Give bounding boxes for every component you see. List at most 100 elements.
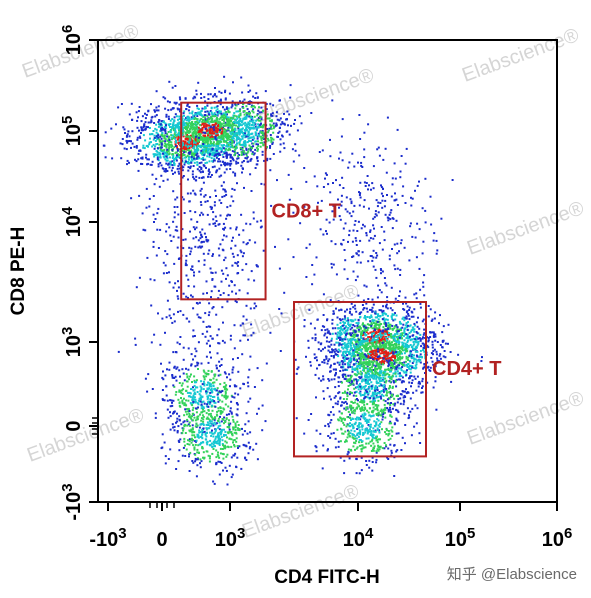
event-dot [377,334,380,336]
event-dot [177,127,180,130]
event-dot [275,115,278,118]
event-dot [407,344,410,347]
event-dot [179,98,182,101]
event-dot [182,292,185,295]
event-dot [196,220,199,223]
event-dot [236,152,239,155]
event-dot [198,156,200,159]
event-dot [215,195,217,197]
event-dot [208,168,210,171]
event-dot [181,368,184,371]
event-dot [202,150,205,153]
event-dot [155,135,158,138]
event-dot [204,432,207,435]
event-dot [206,450,209,453]
event-dot [244,145,247,148]
event-dot [358,376,361,379]
event-dot [222,112,225,115]
event-dot [218,254,221,257]
event-dot [314,333,317,336]
event-dot [232,81,234,84]
event-dot [146,256,149,259]
event-dot [197,444,200,447]
event-dot [240,135,243,138]
event-dot [227,116,230,119]
event-dot [201,383,204,386]
event-dot [372,303,375,306]
event-dot [187,439,189,442]
event-dot [197,155,200,158]
event-dot [343,327,346,330]
event-dot [196,448,199,451]
event-dot [194,193,197,196]
event-dot [223,381,226,384]
event-dot [214,149,217,152]
event-dot [159,228,162,231]
event-dot [208,122,211,125]
event-dot [227,133,229,136]
event-dot [256,412,258,415]
event-dot [203,384,206,387]
event-dot [416,344,419,347]
event-dot [176,146,179,149]
event-dot [208,153,211,156]
event-dot [237,130,240,133]
event-dot [209,141,212,143]
event-dot [203,410,206,413]
event-dot [222,122,225,125]
event-dot [352,383,355,386]
event-dot [334,352,337,355]
event-dot [203,119,205,121]
event-dot [344,330,347,332]
event-dot [227,136,230,139]
watermark: Elabscience® [254,64,377,127]
event-dot [197,246,200,249]
event-dot [207,387,210,390]
event-dot [272,131,275,134]
event-dot [195,422,198,425]
event-dot [423,344,426,347]
event-dot [408,309,411,311]
event-dot [204,106,207,108]
event-dot [206,200,209,203]
event-dot [194,211,197,214]
event-dot [168,147,170,150]
event-dot [419,349,422,352]
event-dot [173,164,176,167]
event-dot [210,416,213,419]
event-dot [223,447,226,450]
event-dot [185,373,188,376]
event-dot [237,103,240,106]
event-dot [372,320,375,323]
event-dot [194,355,197,358]
event-dot [196,126,198,128]
event-dot [194,128,197,131]
event-dot [261,150,264,153]
event-dot [414,324,417,327]
event-dot [287,238,290,241]
event-dot [176,246,179,249]
event-dot [389,370,392,373]
event-dot [201,447,204,450]
event-dot [249,120,251,123]
event-dot [391,335,394,338]
event-dot [387,369,390,371]
event-dot [390,347,393,350]
event-dot [411,354,414,357]
event-dot [210,399,213,402]
event-dot [203,142,206,145]
event-dot [413,357,416,360]
event-dot [202,400,205,403]
event-dot [374,332,376,335]
event-dot [340,333,343,335]
event-dot [370,366,373,369]
event-dot [205,438,208,441]
event-dot [376,320,379,323]
event-dot [422,336,424,339]
event-dot [324,346,326,349]
event-dot [371,298,374,301]
event-dot [199,394,202,397]
event-dot [364,367,367,369]
event-dot [249,115,252,118]
